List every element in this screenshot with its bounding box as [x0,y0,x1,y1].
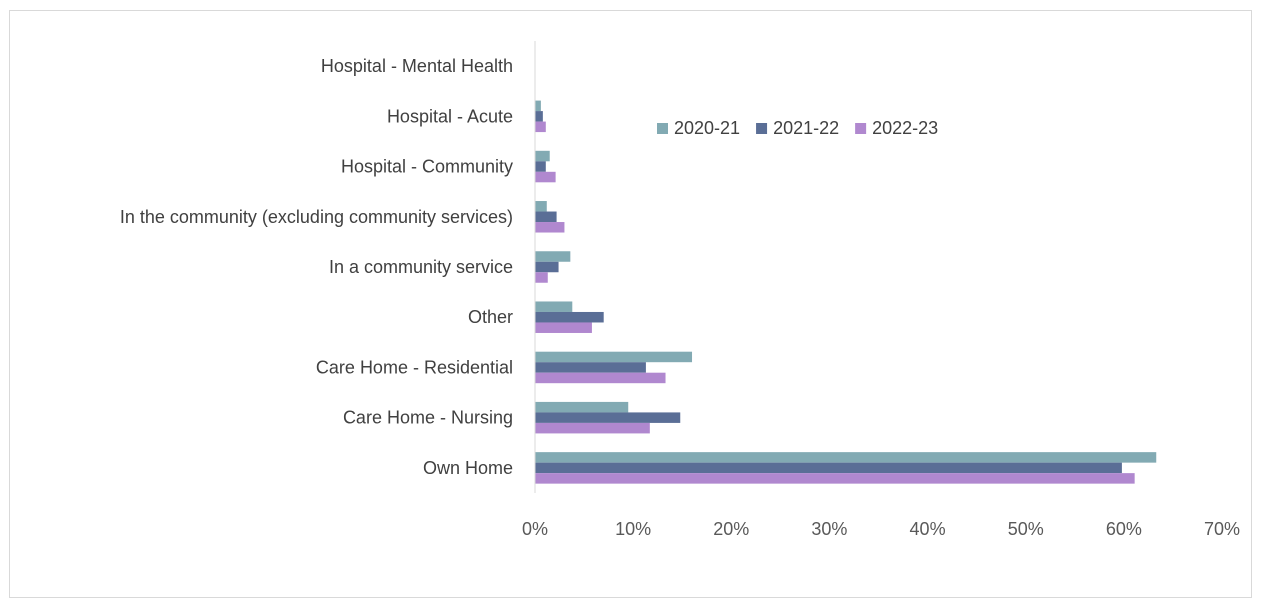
bar-2020-21 [535,452,1157,463]
category-label: Care Home - Residential [316,357,513,377]
bar-2022-23 [535,272,548,283]
bar-2020-21 [535,251,571,262]
bar-2022-23 [535,422,650,434]
x-tick-label: 40% [910,519,946,539]
legend-swatch [855,123,867,134]
x-tick-label: 70% [1204,519,1240,539]
bar-2020-21 [535,150,550,162]
bar-2022-23 [535,473,1135,484]
bar-2022-23 [535,121,546,133]
category-label: Other [468,307,513,327]
bars [535,100,1157,484]
legend-label: 2021-22 [773,118,839,138]
x-tick-label: 30% [811,519,847,539]
legend: 2020-21 2021-22 2022-23 [657,118,938,138]
category-label: In a community service [329,257,513,277]
legend-label: 2022-23 [872,118,938,138]
x-tick-label: 50% [1008,519,1044,539]
category-label: Hospital - Mental Health [321,56,513,76]
chart-frame: Hospital - Mental Health Hospital - Acute… [9,10,1252,598]
bar-2020-21 [535,100,541,112]
bar-2021-22 [535,111,543,122]
bar-2020-21 [535,301,573,312]
category-label: Hospital - Acute [387,106,513,126]
bar-2022-23 [535,322,592,333]
category-label: Own Home [423,458,513,478]
x-tick-label: 20% [713,519,749,539]
bar-2021-22 [535,311,604,323]
x-axis-ticks: 0% 10% 20% 30% 40% 50% 60% 70% [522,519,1240,539]
bar-2022-23 [535,372,666,384]
bar-2021-22 [535,161,546,172]
bar-2020-21 [535,351,693,363]
x-tick-label: 0% [522,519,548,539]
bar-2021-22 [535,462,1122,474]
x-tick-label: 10% [615,519,651,539]
bar-2021-22 [535,412,681,423]
category-label: In the community (excluding community se… [120,207,513,227]
category-labels: Hospital - Mental Health Hospital - Acute… [120,56,513,478]
bar-2022-23 [535,222,565,233]
legend-swatch [657,123,668,134]
legend-swatch [756,123,768,134]
bar-2020-21 [535,201,547,212]
bar-2022-23 [535,171,556,183]
legend-label: 2020-21 [674,118,740,138]
category-label: Care Home - Nursing [343,408,513,428]
category-label: Hospital - Community [341,157,513,177]
bar-2021-22 [535,211,557,223]
bar-2020-21 [535,401,629,413]
bar-chart: Hospital - Mental Health Hospital - Acute… [120,41,1240,539]
bar-2021-22 [535,261,559,273]
x-tick-label: 60% [1106,519,1142,539]
bar-2021-22 [535,362,646,373]
